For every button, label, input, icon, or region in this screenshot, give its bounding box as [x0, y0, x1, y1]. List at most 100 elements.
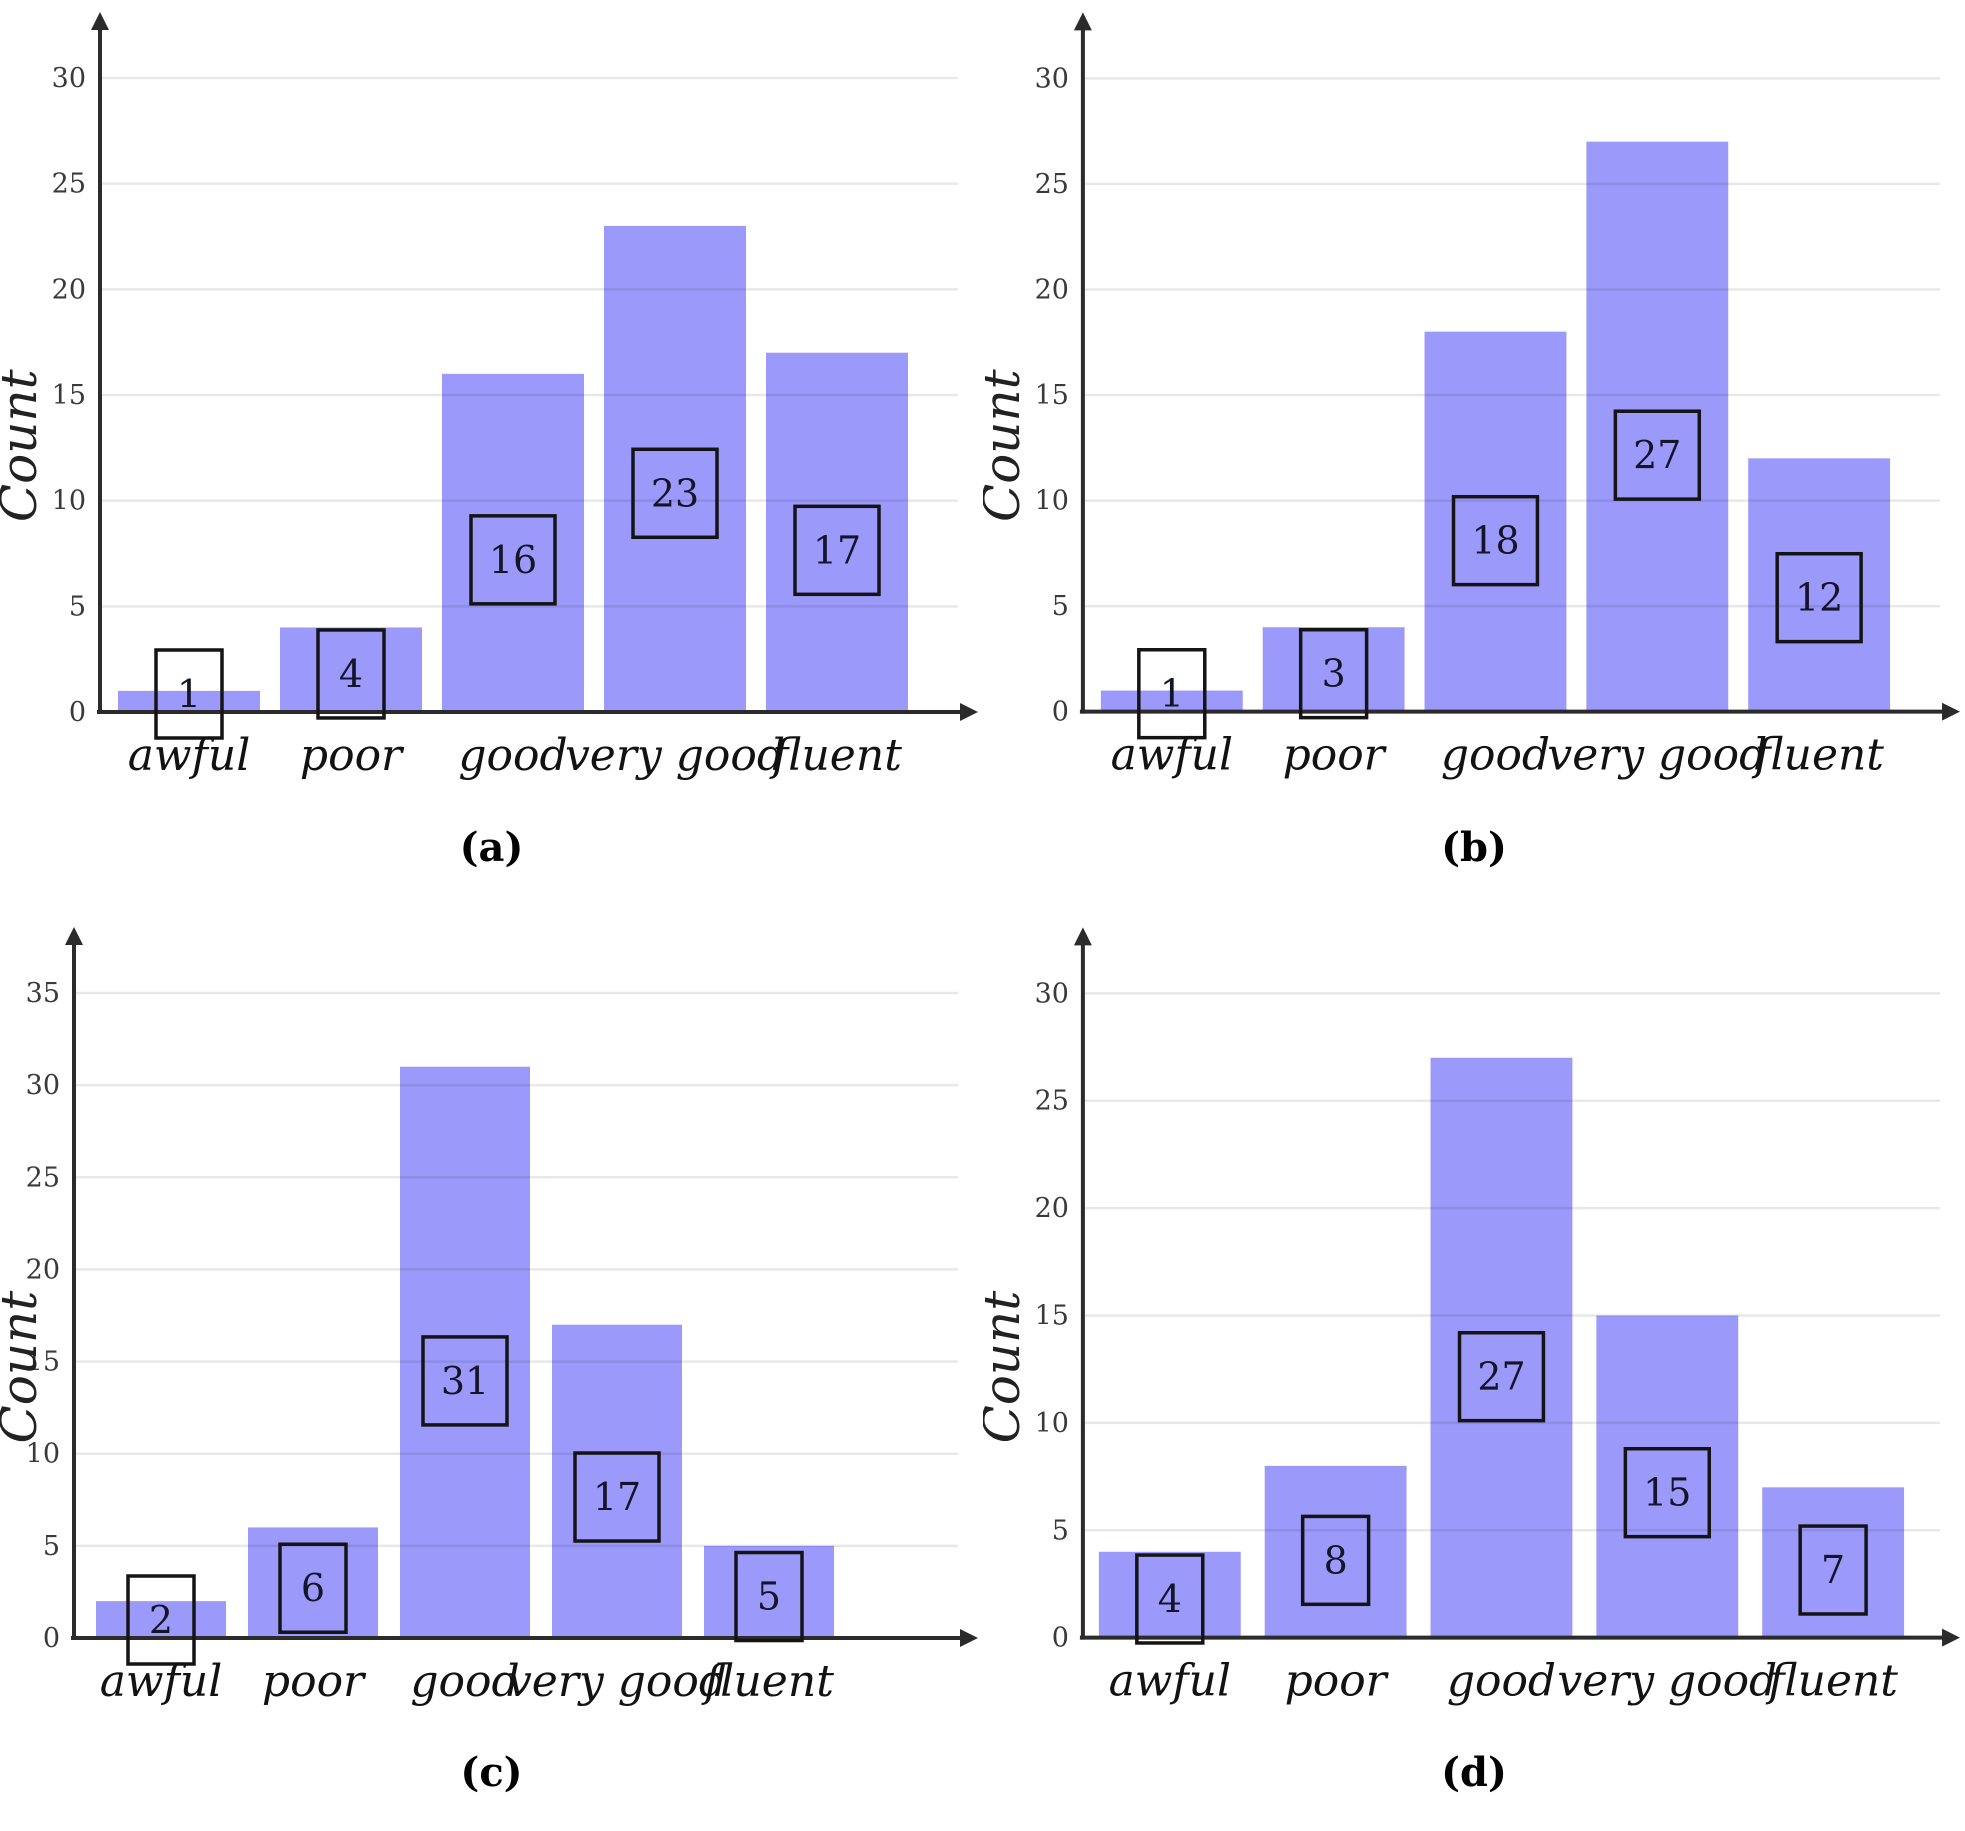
- y-tick-label: 15: [1035, 380, 1069, 411]
- bar-value-box: [1135, 1553, 1205, 1645]
- x-category-label: fluent: [769, 730, 902, 781]
- panel-c: 0 5 10 15 20 25 30 35 2 6 31 17 5 awful poor good very g…: [0, 915, 983, 1831]
- bar-value-label: 18: [1471, 519, 1519, 563]
- y-tick-label: 0: [1052, 697, 1069, 728]
- bar-value-label: 17: [813, 528, 861, 572]
- bar-value-label: 3: [1322, 652, 1346, 696]
- bar: [1596, 1315, 1739, 1638]
- x-axis-arrow-icon: [960, 1629, 978, 1647]
- bar-value-label: 7: [1821, 1548, 1845, 1592]
- y-tick-label: 25: [1035, 1086, 1069, 1117]
- x-category-label: fluent: [1765, 1656, 1898, 1707]
- y-tick-label: 15: [1035, 1300, 1069, 1331]
- bar-value-box: [316, 628, 386, 720]
- y-axis-label: Count: [0, 368, 48, 522]
- y-tick-label: 5: [1052, 1515, 1069, 1546]
- y-tick-label: 0: [43, 1623, 60, 1654]
- bar: [1264, 1465, 1407, 1638]
- panel-a: 0 5 10 15 20 25 30 1 4 16 23 17 awful poor good very go…: [0, 0, 983, 915]
- bar-value-label: 27: [1477, 1355, 1525, 1399]
- y-tick-label: 20: [52, 274, 86, 305]
- x-category-label: good: [410, 1656, 519, 1707]
- caption-d-label: (d): [1441, 1749, 1507, 1796]
- x-category-label: awful: [1109, 1656, 1231, 1707]
- bar-value-box: [1137, 647, 1207, 740]
- bar-value-label: 5: [757, 1575, 781, 1619]
- bar-value-label: 15: [1643, 1471, 1691, 1515]
- y-tick-label: 30: [52, 63, 86, 94]
- bar-value-box: [1775, 551, 1863, 644]
- y-tick-label: 20: [26, 1254, 60, 1285]
- x-category-label: fluent: [1751, 730, 1884, 781]
- x-category-label: awful: [128, 730, 251, 781]
- bar-value-label: 4: [1158, 1577, 1182, 1621]
- x-category-label: good: [1447, 1656, 1556, 1707]
- y-tick-label: 30: [26, 1070, 60, 1101]
- bar-value-box: [154, 648, 224, 740]
- x-category-label: awful: [1111, 730, 1233, 781]
- bar-value-box: [421, 1335, 509, 1427]
- bar-value-box: [1300, 1514, 1371, 1607]
- bar: [118, 690, 260, 712]
- y-axis-label: Count: [983, 368, 1031, 522]
- x-axis-arrow-icon: [960, 703, 978, 721]
- bar-value-label: 31: [441, 1359, 489, 1403]
- x-category-label: poor: [1285, 1656, 1390, 1707]
- bar: [96, 1601, 226, 1638]
- bar-value-box: [278, 1542, 348, 1634]
- y-axis-arrow-icon: [91, 12, 109, 30]
- y-tick-label: 20: [1035, 1193, 1069, 1224]
- bar-value-label: 8: [1324, 1538, 1348, 1582]
- y-axis-arrow-icon: [1073, 12, 1092, 31]
- x-category-label: very good: [507, 1656, 727, 1707]
- bar-value-label: 12: [1795, 576, 1843, 620]
- y-tick-label: 15: [26, 1347, 60, 1378]
- bar-value-box: [793, 504, 881, 597]
- bar-value-label: 1: [177, 672, 201, 716]
- bar: [1748, 458, 1891, 712]
- x-category-label: poor: [262, 1656, 367, 1707]
- panel-b: 0 5 10 15 20 25 30 1 3 18 27 12 awful poor good very go…: [983, 0, 1965, 915]
- bar-value-label: 4: [339, 652, 363, 696]
- bar: [280, 627, 422, 712]
- bar-value-box: [1451, 494, 1540, 587]
- x-category-label: very good: [1547, 730, 1767, 781]
- bar: [1098, 1551, 1241, 1638]
- bar-value-box: [734, 1550, 804, 1643]
- bar-value-label: 2: [149, 1598, 173, 1642]
- bar: [1262, 627, 1405, 712]
- bar-value-box: [1623, 1446, 1712, 1539]
- caption-d: (d): [983, 1749, 1965, 1796]
- y-tick-label: 10: [26, 1439, 60, 1470]
- y-axis-arrow-icon: [65, 927, 83, 945]
- x-category-label: fluent: [701, 1656, 834, 1707]
- y-tick-label: 25: [52, 169, 86, 200]
- x-category-label: very good: [565, 730, 785, 781]
- caption-c: (c): [0, 1749, 983, 1796]
- y-tick-label: 20: [1035, 274, 1069, 305]
- y-tick-label: 5: [43, 1531, 60, 1562]
- caption-a-label: (a): [459, 824, 524, 871]
- bar: [704, 1545, 834, 1638]
- panel-d: 0 5 10 15 20 25 30 4 8 27 15 7 awful poor good very goo…: [983, 915, 1965, 1831]
- bar-value-box: [1798, 1524, 1868, 1616]
- caption-b-label: (b): [1441, 824, 1507, 871]
- y-tick-label: 10: [52, 486, 86, 517]
- y-tick-label: 25: [1035, 169, 1069, 200]
- bar-value-label: 23: [651, 471, 699, 515]
- x-axis-arrow-icon: [1942, 702, 1961, 721]
- y-tick-label: 0: [69, 697, 86, 728]
- x-axis-arrow-icon: [1942, 1628, 1961, 1647]
- bar: [442, 373, 584, 712]
- y-tick-label: 30: [1035, 978, 1069, 1009]
- y-axis-label: Count: [0, 1290, 48, 1444]
- bar: [1100, 690, 1243, 712]
- bar: [1424, 331, 1567, 712]
- caption-a: (a): [0, 824, 983, 871]
- bar-value-box: [126, 1574, 196, 1666]
- bar: [400, 1066, 530, 1638]
- x-category-label: poor: [300, 730, 405, 781]
